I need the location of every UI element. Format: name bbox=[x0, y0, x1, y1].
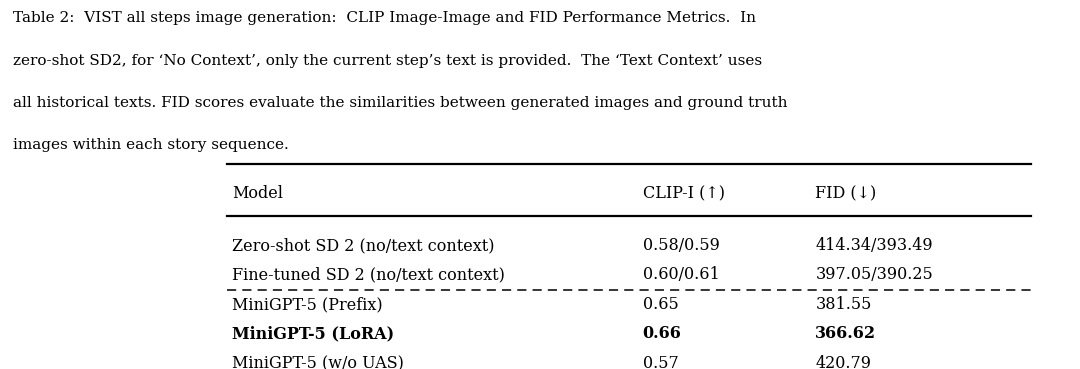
Text: MiniGPT-5 (w/o UAS): MiniGPT-5 (w/o UAS) bbox=[232, 355, 404, 369]
Text: Zero-shot SD 2 (no/text context): Zero-shot SD 2 (no/text context) bbox=[232, 237, 495, 254]
Text: 0.57: 0.57 bbox=[643, 355, 678, 369]
Text: images within each story sequence.: images within each story sequence. bbox=[13, 138, 288, 152]
Text: 0.58/0.59: 0.58/0.59 bbox=[643, 237, 719, 254]
Text: Table 2:  VIST all steps image generation:  CLIP Image-Image and FID Performance: Table 2: VIST all steps image generation… bbox=[13, 11, 756, 25]
Text: 381.55: 381.55 bbox=[815, 296, 872, 313]
Text: Model: Model bbox=[232, 185, 283, 202]
Text: 0.65: 0.65 bbox=[643, 296, 678, 313]
Text: zero-shot SD2, for ‘No Context’, only the current step’s text is provided.  The : zero-shot SD2, for ‘No Context’, only th… bbox=[13, 54, 762, 68]
Text: 366.62: 366.62 bbox=[815, 325, 877, 342]
Text: 0.66: 0.66 bbox=[643, 325, 681, 342]
Text: MiniGPT-5 (Prefix): MiniGPT-5 (Prefix) bbox=[232, 296, 382, 313]
Text: 414.34/393.49: 414.34/393.49 bbox=[815, 237, 933, 254]
Text: MiniGPT-5 (LoRA): MiniGPT-5 (LoRA) bbox=[232, 325, 394, 342]
Text: all historical texts. FID scores evaluate the similarities between generated ima: all historical texts. FID scores evaluat… bbox=[13, 96, 787, 110]
Text: 0.60/0.61: 0.60/0.61 bbox=[643, 266, 719, 283]
Text: 397.05/390.25: 397.05/390.25 bbox=[815, 266, 933, 283]
Text: CLIP-I (↑): CLIP-I (↑) bbox=[643, 185, 725, 202]
Text: Fine-tuned SD 2 (no/text context): Fine-tuned SD 2 (no/text context) bbox=[232, 266, 505, 283]
Text: FID (↓): FID (↓) bbox=[815, 185, 877, 202]
Text: 420.79: 420.79 bbox=[815, 355, 872, 369]
